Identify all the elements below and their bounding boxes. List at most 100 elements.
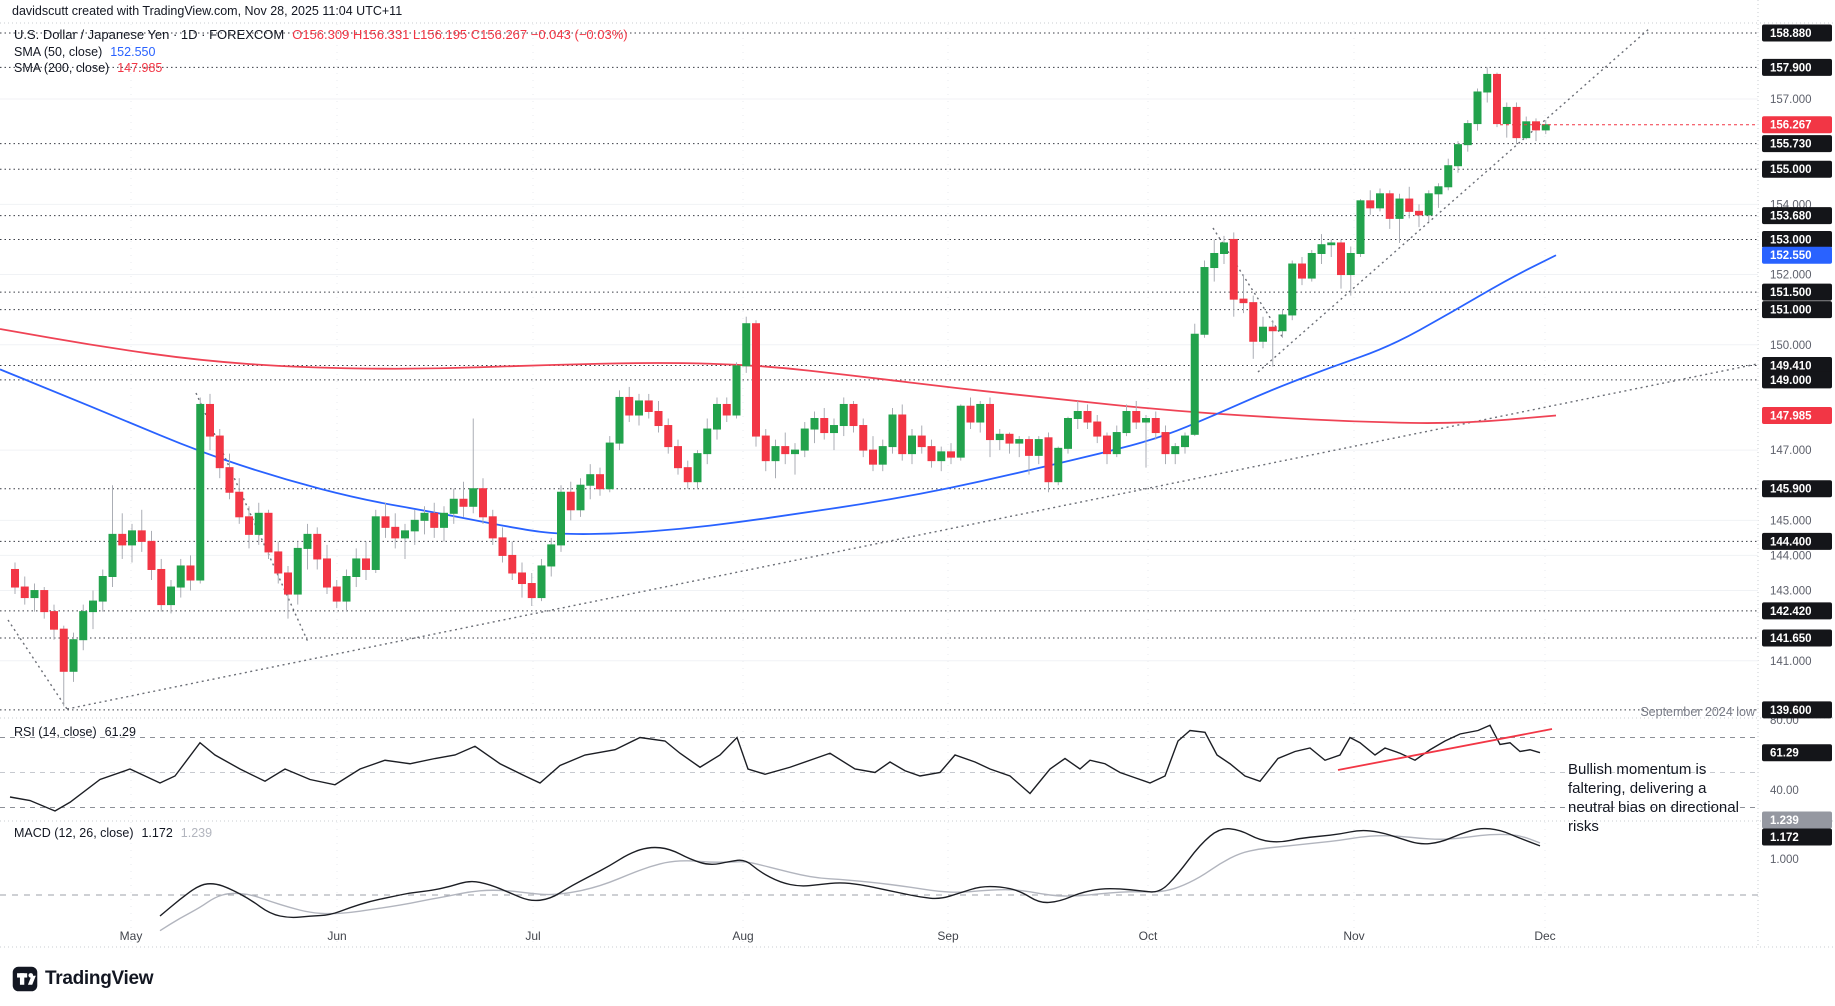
candle-body [30, 590, 39, 599]
candle-body [479, 488, 487, 518]
candle-body [147, 540, 156, 570]
level-price-badge: 153.680 [1762, 207, 1832, 225]
level-price-badge: 145.900 [1762, 480, 1832, 498]
candle-body [1151, 418, 1160, 434]
level-price-badge: 158.880 [1762, 24, 1832, 42]
time-axis-label-dec[interactable]: Dec [1534, 929, 1555, 943]
candle-body [654, 410, 663, 427]
rsi-tick-40: 40.00 [1770, 785, 1799, 797]
macd-tick-1: 1.000 [1770, 854, 1799, 866]
candle-body [1278, 314, 1287, 332]
trendline[interactable] [195, 392, 309, 643]
candle-body [420, 512, 429, 521]
svg-text:156.267: 156.267 [1770, 120, 1812, 132]
time-axis-label-sep[interactable]: Sep [937, 929, 959, 943]
candle-body [79, 611, 88, 641]
candle-body [167, 586, 175, 606]
trendline[interactable] [7, 619, 68, 710]
candle-body [1434, 186, 1443, 195]
candle-body [1454, 144, 1462, 167]
time-axis-label-oct[interactable]: Oct [1139, 929, 1158, 943]
candle-body [186, 565, 195, 581]
candle-body [1473, 91, 1482, 125]
candle-body [625, 396, 634, 416]
candle-body [293, 547, 302, 595]
candle-body [1327, 242, 1336, 246]
macd-label: MACD (12, 26, close) [14, 826, 134, 840]
time-axis-label-jul[interactable]: Jul [525, 929, 540, 943]
candle-body [878, 446, 887, 465]
time-axis-label-may[interactable]: May [120, 929, 143, 943]
candle-body [1541, 124, 1550, 131]
time-axis-label-nov[interactable]: Nov [1343, 929, 1364, 943]
candle-body [1073, 410, 1082, 420]
sma200-legend-row[interactable]: SMA (200, close) 147.985 [14, 61, 162, 75]
candle-body [1405, 198, 1414, 212]
candle-body [1015, 439, 1024, 444]
candle-body [986, 403, 994, 441]
candle-body [869, 449, 877, 465]
candle-body [225, 467, 234, 493]
candle-body [1298, 263, 1306, 279]
candle-body [596, 474, 604, 490]
svg-text:151.000: 151.000 [1770, 305, 1812, 317]
candle-body [459, 498, 468, 507]
price-tick-label: 157.000 [1770, 94, 1812, 106]
candle-body [586, 474, 595, 486]
candle-body [1463, 123, 1472, 146]
candle-body [1337, 242, 1345, 276]
candle-body [956, 405, 965, 458]
trendline[interactable] [1257, 27, 1651, 373]
svg-text:152.550: 152.550 [1770, 250, 1812, 262]
candle-body [176, 565, 185, 588]
candle-body [683, 467, 692, 483]
svg-text:151.500: 151.500 [1770, 287, 1812, 299]
candle-body [839, 403, 848, 427]
candle-body [118, 533, 127, 546]
macd-legend-row[interactable]: MACD (12, 26, close) 1.172 1.239 [14, 826, 212, 840]
candle-body [800, 428, 809, 451]
candle-body [469, 488, 478, 507]
macd-signal-badge: 1.239 [1762, 811, 1832, 829]
september-low-annotation[interactable]: September 2024 low [1640, 705, 1756, 719]
candle-body [313, 533, 322, 560]
candle-body [605, 442, 614, 490]
candle-body [1083, 410, 1092, 423]
candle-body [410, 519, 419, 532]
candle-body [781, 446, 790, 455]
symbol-legend-row[interactable]: U.S. Dollar / Japanese Yen · 1D · FOREXC… [14, 27, 628, 42]
price-scale[interactable]: 158.880 157.900 155.730 155.000 153.680 153.0… [1762, 24, 1832, 719]
time-axis-label-jun[interactable]: Jun [327, 929, 346, 943]
candle-body [137, 530, 146, 542]
rsi-value: 61.29 [104, 725, 136, 739]
rsi-legend-row[interactable]: RSI (14, close) 61.29 [14, 725, 136, 739]
candle-body [742, 323, 751, 367]
candle-body [206, 403, 214, 437]
candle-body [89, 600, 97, 613]
level-price-badge: 157.900 [1762, 58, 1832, 76]
candle-body [1210, 252, 1219, 269]
candle-body [547, 544, 556, 567]
rsi-label: RSI (14, close) [14, 725, 97, 739]
candle-body [1444, 165, 1453, 188]
candle-body [128, 530, 136, 546]
candle-body [1190, 333, 1199, 435]
candle-body [1103, 435, 1111, 455]
candle-body [898, 414, 907, 455]
svg-text:145.900: 145.900 [1770, 484, 1812, 496]
tradingview-logo[interactable]: TradingView [12, 966, 154, 992]
candle-body [1229, 238, 1238, 300]
candle-body [1395, 198, 1404, 219]
candle-body [254, 512, 263, 535]
momentum-annotation[interactable]: Bullish momentum is faltering, deliverin… [1568, 761, 1739, 835]
time-axis-label-aug[interactable]: Aug [732, 929, 753, 943]
svg-text:142.420: 142.420 [1770, 606, 1812, 618]
candle-body [20, 586, 29, 599]
candle-body [732, 365, 741, 416]
candle-body [927, 446, 936, 462]
rsi-divergence-trendline[interactable] [1337, 728, 1553, 771]
macd-signal-line [159, 833, 1541, 932]
sma50-legend-row[interactable]: SMA (50, close) 152.550 [14, 45, 155, 59]
candle-body [264, 512, 273, 553]
